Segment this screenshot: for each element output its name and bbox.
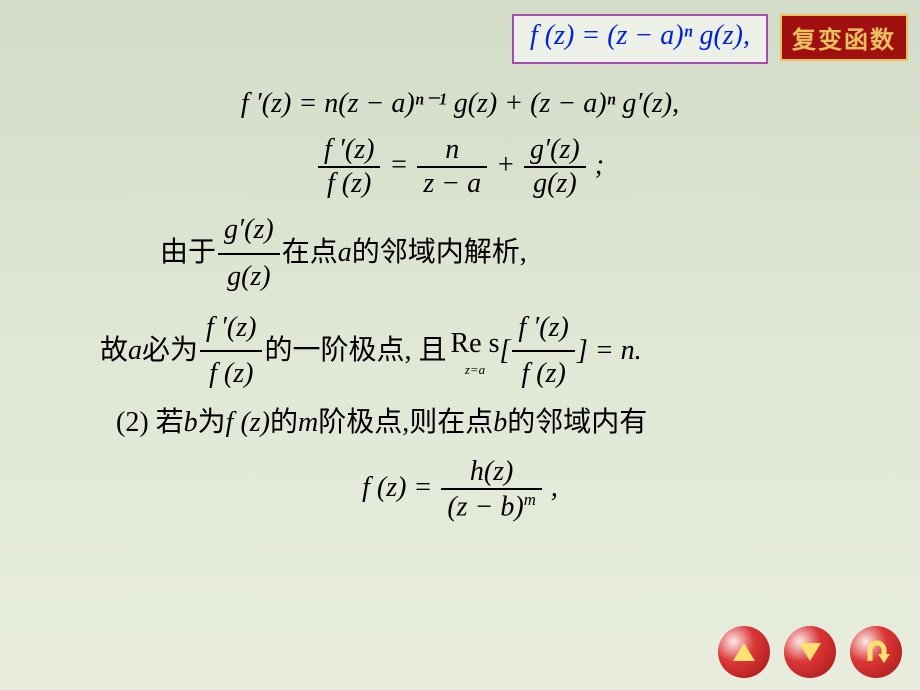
- l1-var: a: [338, 231, 352, 276]
- equation-2: f ′(z) f (z) = n z − a + g′(z) g(z) ;: [60, 134, 860, 200]
- boxed-formula-text: f (z) = (z − a)ⁿ g(z),: [530, 20, 750, 51]
- text-line-1: 由于 g′(z) g(z) 在点 a 的邻域内解析,: [160, 208, 860, 300]
- l3-fz: f (z): [226, 401, 270, 446]
- l2-mid1: 必为: [142, 329, 198, 374]
- eq2-f2-num: n: [417, 134, 487, 168]
- eq3-den-exp: m: [524, 490, 536, 509]
- l3-post: 的邻域内有: [507, 401, 647, 446]
- u-turn-icon: [861, 637, 891, 667]
- text-line-3: (2) 若 b 为 f (z) 的 m 阶极点,则在点 b 的邻域内有: [116, 401, 860, 446]
- eq1-rhs: n(z − a)ⁿ⁻¹ g(z) + (z − a)ⁿ g′(z),: [324, 88, 679, 119]
- nav-buttons: [718, 626, 902, 678]
- eq2-f1-num: f ′(z): [318, 134, 380, 168]
- l2-var1: a: [128, 329, 142, 374]
- triangle-up-icon: [731, 639, 757, 665]
- l2-f1-num: f ′(z): [200, 306, 262, 353]
- l1-post: 的邻域内解析,: [352, 231, 527, 276]
- eq2-f3-den: g(z): [524, 168, 586, 200]
- l2-res: Re s: [451, 328, 500, 359]
- l3-b2: b: [493, 401, 507, 446]
- l3-mid3: 阶极点,则在点: [318, 401, 493, 446]
- page-number: 3: [906, 668, 914, 684]
- triangle-down-icon: [797, 639, 823, 665]
- l3-m: m: [298, 401, 318, 446]
- l3-pre: (2) 若: [116, 401, 184, 446]
- nav-back-button[interactable]: [850, 626, 902, 678]
- eq2-f1-den: f (z): [318, 168, 380, 200]
- equation-1: f ′(z) = n(z − a)ⁿ⁻¹ g(z) + (z − a)ⁿ g′(…: [60, 86, 860, 120]
- eq3-num: h(z): [441, 456, 542, 490]
- l1-frac-den: g(z): [218, 255, 280, 300]
- eq3-tail: ,: [551, 472, 558, 503]
- nav-down-button[interactable]: [784, 626, 836, 678]
- slide-content: f ′(z) = n(z − a)ⁿ⁻¹ g(z) + (z − a)ⁿ g′(…: [0, 64, 920, 523]
- l2-f2-den: f (z): [512, 352, 574, 397]
- boxed-formula: f (z) = (z − a)ⁿ g(z),: [512, 14, 768, 64]
- l3-b: b: [184, 401, 198, 446]
- title-badge: 复变函数: [780, 14, 908, 61]
- l3-mid2: 的: [270, 401, 298, 446]
- l2-f2-num: f ′(z): [512, 306, 574, 353]
- nav-up-button[interactable]: [718, 626, 770, 678]
- eq1-lhs: f ′(z): [241, 88, 291, 119]
- l1-frac-num: g′(z): [218, 208, 280, 255]
- eq3-den-l: (z − b): [447, 491, 523, 522]
- eq3-lhs: f (z) =: [362, 472, 432, 503]
- l1-mid: 在点: [282, 231, 338, 276]
- l2-tail: ] = n.: [577, 329, 642, 374]
- eq2-f2-den: z − a: [417, 168, 487, 200]
- title-badge-text: 复变函数: [792, 28, 896, 54]
- text-line-2: 故 a 必为 f ′(z) f (z) 的一阶极点, 且 Re s z=a [ …: [100, 306, 860, 398]
- l2-mid2: 的一阶极点, 且: [264, 329, 446, 374]
- l2-f1-den: f (z): [200, 352, 262, 397]
- eq2-f3-num: g′(z): [524, 134, 586, 168]
- l3-mid1: 为: [198, 401, 226, 446]
- equation-3: f (z) = h(z) (z − b)m ,: [60, 456, 860, 523]
- l2-pre: 故: [100, 329, 128, 374]
- l1-pre: 由于: [160, 231, 216, 276]
